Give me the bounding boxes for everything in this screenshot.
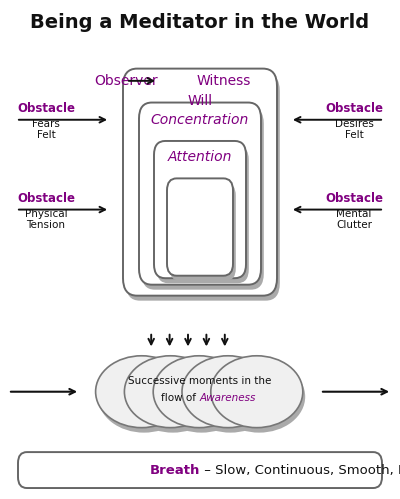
Text: flow of: flow of bbox=[161, 393, 199, 403]
Text: Desires
Felt: Desires Felt bbox=[334, 119, 374, 140]
Text: Physical
Tension: Physical Tension bbox=[25, 209, 67, 230]
Ellipse shape bbox=[153, 356, 245, 428]
FancyBboxPatch shape bbox=[154, 141, 246, 278]
Text: Obstacle: Obstacle bbox=[325, 192, 383, 205]
Text: Observer: Observer bbox=[94, 74, 158, 88]
Text: Obstacle: Obstacle bbox=[325, 102, 383, 115]
Ellipse shape bbox=[96, 356, 188, 428]
FancyBboxPatch shape bbox=[139, 103, 261, 284]
Ellipse shape bbox=[98, 361, 190, 433]
FancyBboxPatch shape bbox=[167, 179, 233, 275]
Text: Mental
Clutter: Mental Clutter bbox=[336, 209, 372, 230]
Text: Awareness: Awareness bbox=[199, 393, 256, 403]
Ellipse shape bbox=[182, 356, 274, 428]
Text: Obstacle: Obstacle bbox=[17, 192, 75, 205]
FancyBboxPatch shape bbox=[18, 452, 382, 488]
FancyBboxPatch shape bbox=[126, 73, 280, 300]
Text: Obstacle: Obstacle bbox=[17, 102, 75, 115]
Text: – Slow, Continuous, Smooth, Diaphragmatic: – Slow, Continuous, Smooth, Diaphragmati… bbox=[200, 464, 400, 477]
Ellipse shape bbox=[211, 356, 303, 428]
Ellipse shape bbox=[124, 356, 216, 428]
Text: Attention: Attention bbox=[168, 150, 232, 164]
FancyBboxPatch shape bbox=[170, 184, 236, 280]
Text: Witness: Witness bbox=[197, 74, 251, 88]
Text: Breath: Breath bbox=[150, 464, 200, 477]
Ellipse shape bbox=[213, 361, 305, 433]
Text: Concentration: Concentration bbox=[151, 113, 249, 127]
Text: Successive moments in the: Successive moments in the bbox=[128, 376, 271, 386]
Text: Will: Will bbox=[188, 94, 212, 108]
Text: Being a Meditator in the World: Being a Meditator in the World bbox=[30, 13, 370, 32]
FancyBboxPatch shape bbox=[142, 108, 264, 289]
FancyBboxPatch shape bbox=[157, 146, 249, 283]
Ellipse shape bbox=[127, 361, 219, 433]
Ellipse shape bbox=[184, 361, 276, 433]
FancyBboxPatch shape bbox=[123, 68, 277, 295]
Text: Fears
Felt: Fears Felt bbox=[32, 119, 60, 140]
Ellipse shape bbox=[156, 361, 248, 433]
